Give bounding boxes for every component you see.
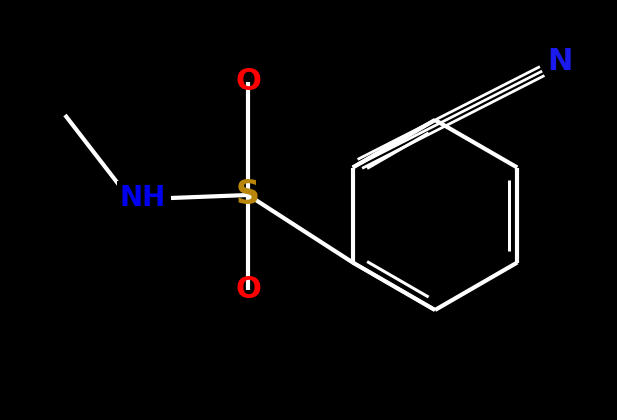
Text: N: N (547, 47, 573, 76)
Text: O: O (235, 68, 261, 97)
Text: O: O (235, 276, 261, 304)
Text: NH: NH (120, 184, 166, 212)
Text: S: S (236, 178, 260, 212)
